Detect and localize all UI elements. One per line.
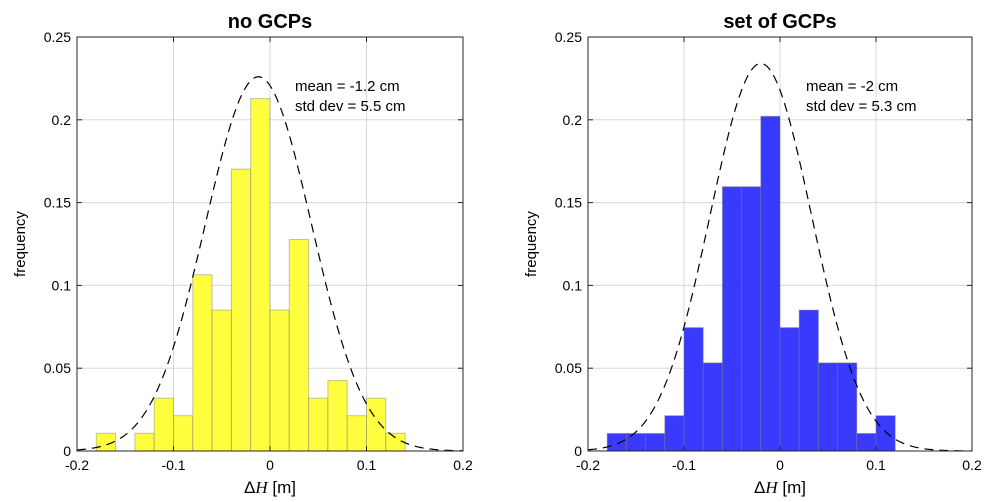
histogram-bar — [856, 432, 877, 452]
chart-panel-2: -0.2 -0.1 0 0.1 0.2 0 0.05 0.1 0.15 0.2 0.25 set of… — [523, 11, 982, 497]
histogram-bar — [760, 115, 781, 452]
histogram-bar — [817, 362, 839, 452]
stats-annotation: std dev = 5.3 cm — [806, 98, 916, 115]
histogram-bar — [721, 186, 743, 452]
y-tick-label: 0.25 — [44, 29, 71, 45]
y-tick-label: 0.25 — [555, 29, 582, 45]
stats-annotation: mean = -1.2 cm — [295, 78, 400, 95]
normal-fit-curve — [587, 62, 973, 452]
histogram-bar — [153, 397, 174, 452]
histogram-bar — [230, 168, 252, 452]
histogram-bar — [346, 415, 368, 452]
x-tick-label: 0.2 — [962, 457, 982, 473]
histogram-bar — [211, 309, 232, 452]
normal-fit-curve — [76, 76, 464, 452]
histogram-bar — [837, 362, 858, 452]
histogram-bar — [173, 415, 194, 452]
x-tick-label: -0.1 — [161, 457, 185, 473]
histogram-bar — [366, 397, 387, 452]
x-tick-label: 0 — [266, 457, 274, 473]
x-tick-label: -0.2 — [65, 457, 89, 473]
chart-panel-1: -0.2 -0.1 0 0.1 0.2 0 0.05 0.1 0.15 0.2 0.25 no GCP… — [12, 11, 473, 497]
x-tick-label: 0.1 — [357, 457, 377, 473]
histogram-bar — [664, 415, 685, 452]
stats-annotation: std dev = 5.5 cm — [295, 98, 405, 115]
y-tick-label: 0.15 — [555, 195, 582, 211]
histogram-bar — [702, 362, 723, 452]
histogram-bar — [606, 432, 627, 452]
histogram-bar — [683, 327, 704, 452]
histogram-bar — [288, 239, 310, 452]
histogram-bar — [625, 432, 647, 452]
histogram-bar — [741, 186, 762, 452]
x-tick-label: -0.1 — [672, 457, 696, 473]
histogram-bar — [798, 309, 819, 452]
histogram-bar — [269, 309, 290, 452]
y-tick-label: 0 — [574, 443, 582, 459]
y-tick-label: 0 — [63, 443, 71, 459]
x-tick-label: 0.1 — [866, 457, 886, 473]
histogram-bar — [250, 98, 271, 452]
chart-title: set of GCPs — [723, 11, 836, 33]
y-axis-label: frequency — [12, 211, 29, 277]
y-axis-label: frequency — [523, 211, 540, 277]
histogram-bar — [385, 432, 406, 452]
y-tick-label: 0.2 — [563, 112, 583, 128]
x-tick-label: 0.2 — [453, 457, 473, 473]
chart-title: no GCPs — [228, 11, 312, 33]
histogram-bar — [308, 397, 329, 452]
x-tick-label: -0.2 — [576, 457, 600, 473]
histogram-bar — [192, 274, 213, 452]
y-tick-label: 0.05 — [44, 360, 71, 376]
stats-annotation: mean = -2 cm — [806, 78, 898, 95]
x-axis-label: ΔH [m] — [754, 478, 806, 497]
y-tick-label: 0.1 — [52, 277, 72, 293]
y-tick-label: 0.1 — [563, 277, 583, 293]
x-axis-label: ΔH [m] — [244, 478, 296, 497]
histogram-bar — [645, 432, 666, 452]
histogram-bar — [875, 415, 896, 452]
histogram-bar — [134, 432, 155, 452]
histogram-bar — [327, 379, 348, 452]
y-tick-label: 0.2 — [52, 112, 72, 128]
histogram-bar — [779, 327, 800, 452]
y-tick-label: 0.05 — [555, 360, 582, 376]
x-tick-label: 0 — [776, 457, 784, 473]
y-tick-label: 0.15 — [44, 195, 71, 211]
